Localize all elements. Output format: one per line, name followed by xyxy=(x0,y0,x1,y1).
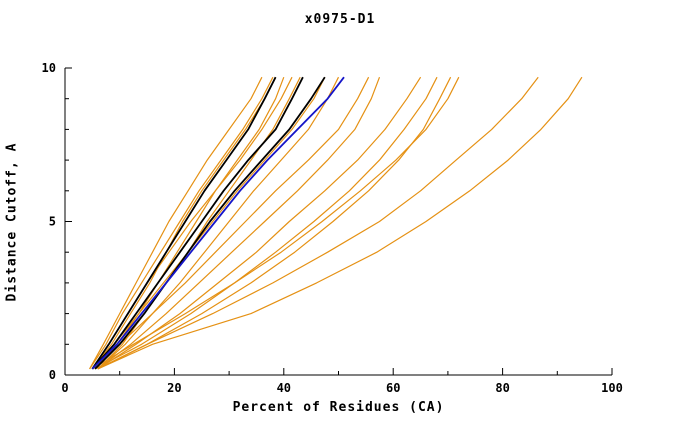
curve-model-13 xyxy=(91,76,460,370)
curve-model-04 xyxy=(91,76,293,370)
curve-model-07 xyxy=(97,76,340,370)
x-tick-label: 60 xyxy=(386,381,400,395)
curve-model-11 xyxy=(94,76,438,370)
curve-highlight-model xyxy=(91,76,345,370)
curve-model-06 xyxy=(91,76,326,370)
curve-model-08 xyxy=(91,76,370,370)
y-tick-label: 0 xyxy=(49,368,56,382)
x-tick-label: 100 xyxy=(601,381,623,395)
y-tick-label: 5 xyxy=(49,215,56,229)
curve-model-14 xyxy=(97,76,539,370)
curve-model-12 xyxy=(97,76,452,370)
curve-model-09 xyxy=(97,76,381,370)
x-tick-label: 0 xyxy=(61,381,68,395)
curve-model-15 xyxy=(97,76,583,370)
chart-title: x0975-D1 xyxy=(304,12,376,27)
curve-model-10 xyxy=(97,76,422,370)
x-axis-label: Percent of Residues (CA) xyxy=(232,400,445,415)
curve-model-01 xyxy=(89,76,263,370)
curve-model-16 xyxy=(89,76,274,370)
y-axis-label: Distance Cutoff, A xyxy=(4,142,20,302)
curve-model-03 xyxy=(94,76,285,370)
curve-reference-3 xyxy=(94,76,326,370)
y-tick-label: 10 xyxy=(42,61,56,75)
curve-reference-1 xyxy=(91,76,277,370)
x-tick-label: 20 xyxy=(167,381,181,395)
x-tick-label: 80 xyxy=(495,381,509,395)
x-tick-label: 40 xyxy=(277,381,291,395)
curve-model-02 xyxy=(91,76,277,370)
curve-reference-2 xyxy=(91,76,304,370)
